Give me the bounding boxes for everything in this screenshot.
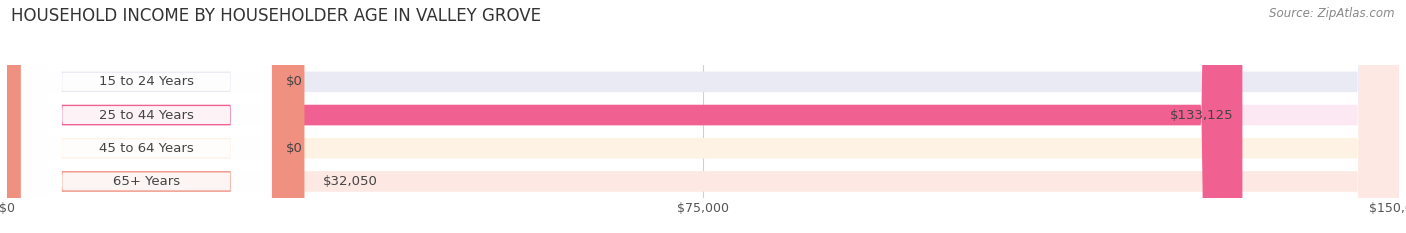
Text: $0: $0 [285, 142, 302, 155]
Text: $133,125: $133,125 [1170, 109, 1233, 122]
Text: 65+ Years: 65+ Years [112, 175, 180, 188]
FancyBboxPatch shape [7, 0, 305, 233]
Text: $0: $0 [285, 75, 302, 88]
FancyBboxPatch shape [7, 0, 1243, 233]
FancyBboxPatch shape [7, 0, 1399, 233]
FancyBboxPatch shape [7, 0, 1399, 233]
Text: 15 to 24 Years: 15 to 24 Years [98, 75, 194, 88]
FancyBboxPatch shape [21, 0, 271, 233]
FancyBboxPatch shape [21, 0, 271, 233]
FancyBboxPatch shape [21, 0, 271, 233]
FancyBboxPatch shape [7, 0, 1399, 233]
Text: HOUSEHOLD INCOME BY HOUSEHOLDER AGE IN VALLEY GROVE: HOUSEHOLD INCOME BY HOUSEHOLDER AGE IN V… [11, 7, 541, 25]
Text: $32,050: $32,050 [323, 175, 378, 188]
FancyBboxPatch shape [7, 0, 1399, 233]
Text: Source: ZipAtlas.com: Source: ZipAtlas.com [1270, 7, 1395, 20]
FancyBboxPatch shape [21, 0, 271, 233]
Text: 45 to 64 Years: 45 to 64 Years [98, 142, 194, 155]
Text: 25 to 44 Years: 25 to 44 Years [98, 109, 194, 122]
